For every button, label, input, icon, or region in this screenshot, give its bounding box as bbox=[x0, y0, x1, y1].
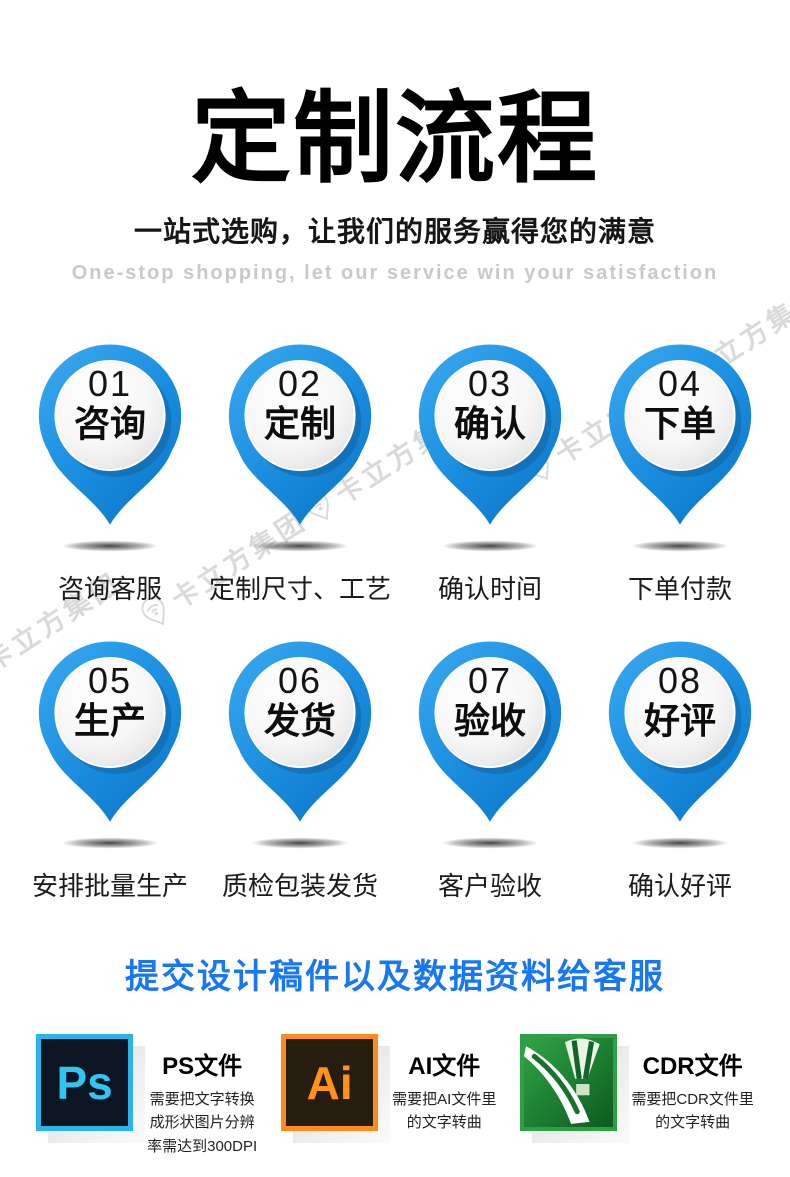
submit-heading: 提交设计稿件以及数据资料给客服 bbox=[125, 958, 665, 996]
desc-line: 的文字转曲 bbox=[406, 1114, 482, 1132]
map-pin-icon bbox=[38, 641, 182, 822]
format-ai: Ai AI文件 需要把AI文件里 的文字转曲 bbox=[281, 1034, 496, 1143]
step-word: 确认 bbox=[453, 403, 526, 444]
pin-shadow bbox=[428, 539, 552, 553]
photoshop-icon-face: Ps bbox=[36, 1034, 134, 1131]
pin-shadow bbox=[238, 539, 362, 553]
step-07-pin: 07 验收 bbox=[412, 640, 568, 826]
step-number: 08 bbox=[657, 660, 703, 701]
step-number: 02 bbox=[277, 363, 323, 404]
format-desc: 需要把AI文件里 的文字转曲 bbox=[392, 1088, 496, 1135]
step-02: 02 定制 定制尺寸、工艺 bbox=[209, 343, 392, 606]
desc-line: 需要把CDR文件里 bbox=[631, 1091, 754, 1108]
step-word: 下单 bbox=[643, 403, 716, 444]
coreldraw-logo bbox=[524, 1038, 601, 1124]
step-06-pin: 06 发货 bbox=[222, 640, 378, 826]
map-pin-icon bbox=[418, 641, 562, 822]
step-01-pin: 01 咨询 bbox=[32, 343, 188, 529]
map-pin-icon bbox=[608, 641, 752, 822]
desc-line: 需要把AI文件里 bbox=[392, 1091, 497, 1108]
desc-line: 成形状图片分辨 bbox=[149, 1114, 255, 1132]
subtitle-english: One-stop shopping, let our service win y… bbox=[71, 262, 719, 284]
desc-line: 的文字转曲 bbox=[655, 1114, 731, 1132]
step-03: 03 确认 确认时间 bbox=[400, 343, 580, 606]
map-pin-icon bbox=[228, 344, 372, 525]
step-04-pin: 04 下单 bbox=[602, 343, 758, 529]
pin-shadow bbox=[428, 836, 552, 850]
step-04-caption: 下单付款 bbox=[627, 574, 732, 604]
format-ps: Ps PS文件 需要把文字转换 成形状图片分辨 率需达到300DPI bbox=[36, 1034, 257, 1158]
format-title: PS文件 bbox=[162, 1053, 243, 1080]
format-title: CDR文件 bbox=[642, 1053, 743, 1080]
step-word: 发货 bbox=[263, 700, 336, 741]
header: 定制流程 一站式选购，让我们的服务赢得您的满意 One-stop shoppin… bbox=[0, 0, 790, 285]
steps-row-1: 01 咨询 咨询客服 02 定制 定制尺寸、工艺 bbox=[20, 343, 770, 606]
step-01-caption: 咨询客服 bbox=[57, 574, 162, 604]
step-number: 04 bbox=[657, 363, 703, 404]
step-word: 咨询 bbox=[73, 403, 146, 444]
coreldraw-icon bbox=[520, 1034, 630, 1143]
format-cdr-text: CDR文件 需要把CDR文件里 的文字转曲 bbox=[631, 1034, 754, 1135]
step-03-pin: 03 确认 bbox=[412, 343, 568, 529]
step-07-caption: 客户验收 bbox=[437, 871, 542, 901]
step-05-pin: 05 生产 bbox=[32, 640, 188, 826]
step-05: 05 生产 安排批量生产 bbox=[20, 640, 200, 903]
step-word: 生产 bbox=[73, 700, 146, 741]
step-02-caption: 定制尺寸、工艺 bbox=[209, 574, 392, 604]
format-title: AI文件 bbox=[408, 1053, 481, 1080]
step-number: 07 bbox=[467, 660, 513, 701]
format-desc: 需要把文字转换 成形状图片分辨 率需达到300DPI bbox=[147, 1088, 257, 1158]
step-06-caption: 质检包装发货 bbox=[221, 871, 378, 901]
page-title: 定制流程 bbox=[191, 83, 599, 195]
photoshop-icon: Ps bbox=[36, 1034, 146, 1143]
step-03-caption: 确认时间 bbox=[437, 574, 542, 604]
step-word: 好评 bbox=[643, 700, 716, 741]
format-cdr: CDR文件 需要把CDR文件里 的文字转曲 bbox=[520, 1034, 754, 1143]
step-04: 04 下单 下单付款 bbox=[590, 343, 770, 606]
step-word: 验收 bbox=[453, 700, 526, 741]
step-08: 08 好评 确认好评 bbox=[590, 640, 770, 903]
illustrator-icon-face: Ai bbox=[281, 1034, 379, 1131]
map-pin-icon bbox=[38, 344, 182, 525]
step-number: 05 bbox=[87, 660, 133, 701]
map-pin-icon bbox=[228, 641, 372, 822]
subtitle: 一站式选购，让我们的服务赢得您的满意 bbox=[133, 216, 656, 247]
illustrator-icon: Ai bbox=[281, 1034, 391, 1143]
format-ai-text: AI文件 需要把AI文件里 的文字转曲 bbox=[392, 1034, 496, 1135]
coreldraw-icon-face bbox=[520, 1034, 618, 1131]
pin-shadow bbox=[48, 836, 172, 850]
desc-line: 率需达到300DPI bbox=[147, 1137, 258, 1155]
step-number: 03 bbox=[467, 363, 513, 404]
format-ps-text: PS文件 需要把文字转换 成形状图片分辨 率需达到300DPI bbox=[147, 1034, 257, 1158]
step-number: 06 bbox=[277, 660, 323, 701]
pin-shadow bbox=[618, 539, 742, 553]
map-pin-icon bbox=[608, 344, 752, 525]
pin-shadow bbox=[238, 836, 362, 850]
step-07: 07 验收 客户验收 bbox=[400, 640, 580, 903]
step-06: 06 发货 质检包装发货 bbox=[210, 640, 390, 903]
steps-row-2: 05 生产 安排批量生产 06 发货 质检包装发货 bbox=[20, 640, 770, 903]
step-number: 01 bbox=[87, 363, 133, 404]
step-01: 01 咨询 咨询客服 bbox=[20, 343, 200, 606]
step-02-pin: 02 定制 bbox=[222, 343, 378, 529]
pin-shadow bbox=[48, 539, 172, 553]
step-08-caption: 确认好评 bbox=[627, 871, 732, 901]
process-steps: 01 咨询 咨询客服 02 定制 定制尺寸、工艺 bbox=[0, 343, 790, 903]
pin-shadow bbox=[618, 836, 742, 850]
desc-line: 需要把文字转换 bbox=[149, 1091, 255, 1108]
format-desc: 需要把CDR文件里 的文字转曲 bbox=[631, 1088, 754, 1135]
step-05-caption: 安排批量生产 bbox=[31, 871, 188, 901]
step-08-pin: 08 好评 bbox=[602, 640, 758, 826]
step-word: 定制 bbox=[263, 403, 336, 444]
file-formats: Ps PS文件 需要把文字转换 成形状图片分辨 率需达到300DPI Ai AI… bbox=[0, 1034, 790, 1158]
